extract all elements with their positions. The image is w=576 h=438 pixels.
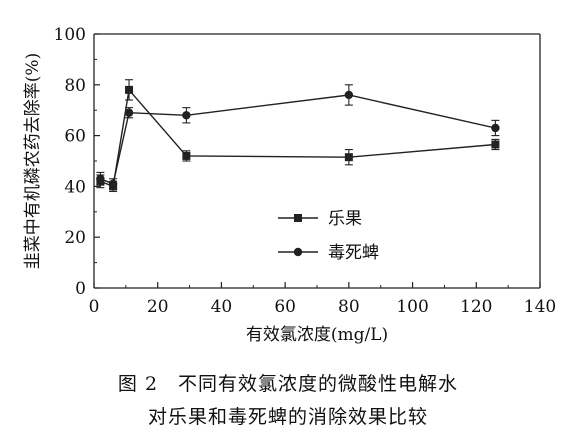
- data-point-dusipi: [491, 123, 500, 133]
- y-tick-label: 100: [54, 25, 86, 45]
- x-tick-label: 120: [460, 297, 492, 317]
- y-tick-label: 0: [75, 279, 86, 299]
- x-tick-label: 20: [147, 297, 169, 317]
- axes: 0 20 40 60 80 100 120 140 0 20 40 60 80 100: [54, 25, 557, 317]
- series-line-dusipi: [100, 94, 496, 185]
- legend-marker-dusipi: [293, 247, 303, 257]
- x-tick-label: 100: [396, 297, 428, 317]
- x-tick-label: 0: [89, 297, 100, 317]
- data-point-dusipi: [108, 179, 118, 189]
- figure-caption-line-2: 对乐果和毒死蜱的消除效果比较: [147, 406, 428, 428]
- legend-label-leguo: 乐果: [328, 209, 362, 229]
- data-point-dusipi: [124, 108, 134, 117]
- x-tick-label: 140: [524, 297, 556, 317]
- x-tick-label: 80: [338, 297, 360, 317]
- x-axis-label: 有效氯浓度(mg/L): [246, 325, 388, 345]
- data-point-leguo: [491, 140, 500, 149]
- x-tick-label: 60: [274, 297, 296, 317]
- data-point-dusipi: [96, 174, 105, 183]
- data-point-leguo: [344, 153, 353, 162]
- data-point-leguo: [125, 85, 134, 94]
- legend-marker-leguo: [294, 214, 302, 222]
- data-point-leguo: [182, 151, 191, 160]
- data-point-dusipi: [344, 90, 354, 100]
- legend-label-dusipi: 毒死蜱: [328, 243, 379, 263]
- data-point-dusipi: [182, 111, 191, 120]
- x-tick-label: 40: [211, 297, 233, 317]
- figure-caption-line-1: 图 2 不同有效氯浓度的微酸性电解水: [117, 373, 459, 395]
- y-tick-label: 80: [64, 76, 86, 96]
- y-tick-label: 60: [64, 127, 86, 147]
- series-layer: [96, 79, 500, 193]
- y-tick-label: 40: [64, 177, 86, 197]
- series-line-leguo: [100, 88, 496, 188]
- y-axis-label: 韭菜中有机磷农药去除率(%): [23, 53, 43, 269]
- y-tick-label: 20: [64, 228, 86, 248]
